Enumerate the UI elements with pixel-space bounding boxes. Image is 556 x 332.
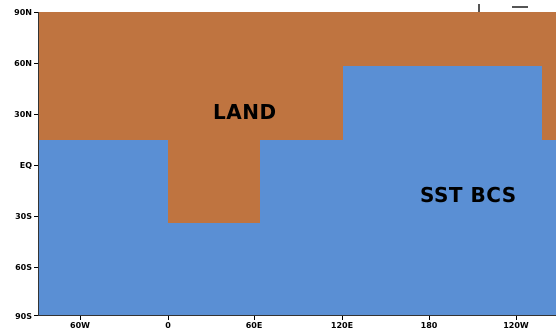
y-tick-label: 30S bbox=[15, 212, 32, 221]
corner-dash-mark bbox=[512, 6, 528, 8]
y-tick-mark bbox=[34, 315, 38, 316]
y-tick-mark bbox=[34, 114, 38, 115]
sst-bcs-label: SST BCS bbox=[420, 183, 517, 207]
y-tick-label: 90N bbox=[14, 8, 32, 17]
x-tick-label: 0 bbox=[165, 321, 171, 330]
y-tick-mark bbox=[34, 267, 38, 268]
x-tick-label: 60E bbox=[245, 321, 263, 330]
y-tick-label: 30N bbox=[14, 110, 32, 119]
map-area: LAND SST BCS bbox=[38, 12, 556, 316]
x-tick-label: 120E bbox=[330, 321, 354, 330]
x-tick-label: 180 bbox=[420, 321, 438, 330]
y-tick-label: 60N bbox=[14, 59, 32, 68]
x-tick-mark bbox=[429, 316, 430, 320]
corner-tick-mark bbox=[478, 4, 480, 12]
y-tick-mark bbox=[34, 216, 38, 217]
y-tick-label: 90S bbox=[15, 312, 32, 321]
y-tick-mark bbox=[34, 165, 38, 166]
land-label: LAND bbox=[213, 100, 277, 124]
x-tick-label: 120W bbox=[503, 321, 529, 330]
y-tick-mark bbox=[34, 12, 38, 13]
x-tick-mark bbox=[168, 316, 169, 320]
y-tick-label: EQ bbox=[19, 161, 32, 170]
x-tick-mark bbox=[80, 316, 81, 320]
y-tick-mark bbox=[34, 63, 38, 64]
x-tick-mark bbox=[516, 316, 517, 320]
x-tick-label: 60W bbox=[70, 321, 90, 330]
x-tick-mark bbox=[254, 316, 255, 320]
ocean-region-north-pacific bbox=[343, 66, 542, 140]
land-region-africa bbox=[168, 139, 260, 223]
x-tick-mark bbox=[342, 316, 343, 320]
y-tick-label: 60S bbox=[15, 263, 32, 272]
